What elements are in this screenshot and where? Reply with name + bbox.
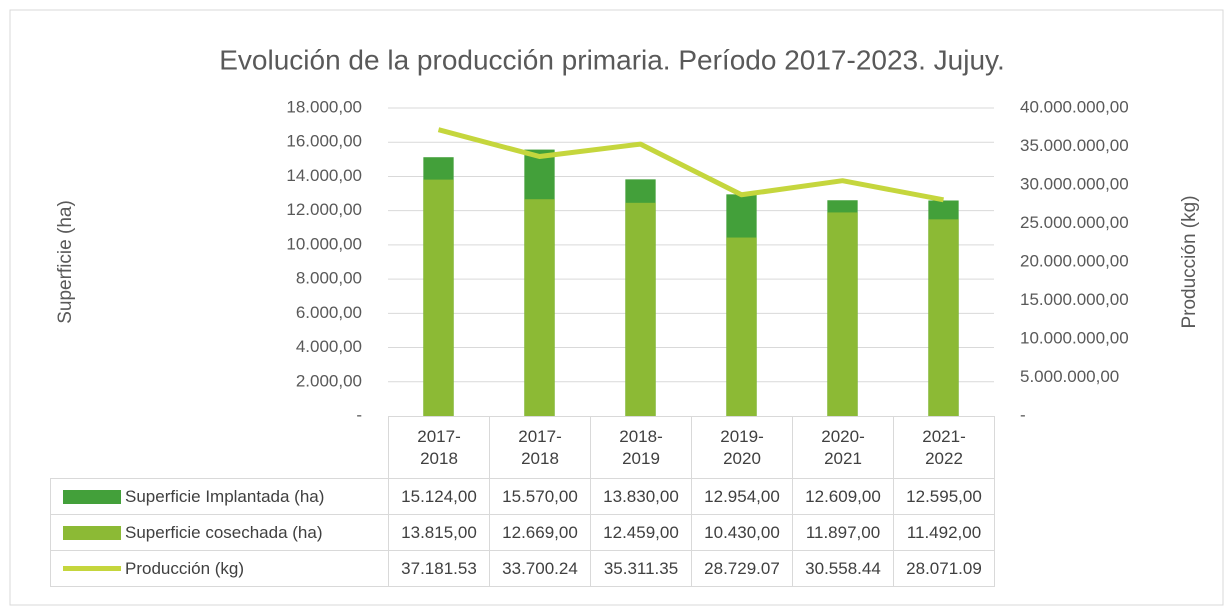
legend-cell: Producción (kg) (50, 550, 389, 587)
bar (625, 202, 656, 416)
data-label: 33.700.24 (489, 550, 591, 587)
data-label: 12.459,00 (590, 514, 692, 551)
bar (928, 219, 959, 416)
legend-key (63, 489, 121, 504)
data-label: 30.558.44 (792, 550, 894, 587)
x-tick-label: 2020-2021 (821, 426, 865, 468)
y2-tick-label: 20.000.000,00 (1020, 251, 1129, 270)
y2-tick-label: 15.000.000,00 (1020, 290, 1129, 309)
legend-label: Superficie Implantada (ha) (125, 486, 325, 506)
y2-tick-label: 30.000.000,00 (1020, 174, 1129, 193)
data-label: 11.897,00 (792, 514, 894, 551)
data-label: 13.830,00 (590, 478, 692, 515)
y2-tick-label: 25.000.000,00 (1020, 213, 1129, 232)
y-tick-label: 2.000,00 (296, 371, 362, 390)
data-label: 37.181.53 (388, 550, 490, 587)
y-tick-label: 18.000,00 (286, 97, 362, 116)
x-tick-label: 2019-2020 (720, 426, 764, 468)
y-tick-label: 6.000,00 (296, 303, 362, 322)
legend-cell: Superficie Implantada (ha) (50, 478, 389, 515)
category-cell: 2019-2020 (691, 416, 793, 479)
frame (9, 9, 1224, 606)
data-label: 35.311.35 (590, 550, 692, 587)
data-label: 12.595,00 (893, 478, 995, 515)
y2-tick-label: - (1020, 405, 1026, 424)
y-tick-label: 14.000,00 (286, 166, 362, 185)
legend-key (63, 525, 121, 540)
bar (827, 212, 858, 416)
y-tick-label: 16.000,00 (286, 132, 362, 151)
y-tick-label: 12.000,00 (286, 200, 362, 219)
legend-key (63, 566, 121, 571)
data-label: 15.570,00 (489, 478, 591, 515)
y-tick-label: 10.000,00 (286, 234, 362, 253)
y-axis-title: Superficie (ha) (55, 200, 76, 324)
category-cell: 2020-2021 (792, 416, 894, 479)
y2-tick-label: 5.000.000,00 (1020, 367, 1119, 386)
bar (726, 237, 757, 416)
x-tick-label: 2017-2018 (417, 426, 461, 468)
data-label: 13.815,00 (388, 514, 490, 551)
y2-axis-title: Producción (kg) (1179, 195, 1200, 328)
bar (423, 179, 454, 416)
x-tick-label: 2018-2019 (619, 426, 663, 468)
chart-title: Evolución de la producción primaria. Per… (219, 44, 1005, 75)
data-label: 11.492,00 (893, 514, 995, 551)
data-label: 12.954,00 (691, 478, 793, 515)
bar (524, 199, 555, 416)
y2-tick-label: 40.000.000,00 (1020, 97, 1129, 116)
legend-label: Superficie cosechada (ha) (125, 522, 323, 542)
y-tick-label: - (356, 405, 362, 424)
y2-tick-label: 35.000.000,00 (1020, 136, 1129, 155)
data-label: 28.071.09 (893, 550, 995, 587)
category-cell: 2018-2019 (590, 416, 692, 479)
data-label: 28.729.07 (691, 550, 793, 587)
x-tick-label: 2021-2022 (922, 426, 966, 468)
legend-cell: Superficie cosechada (ha) (50, 514, 389, 551)
legend-label: Producción (kg) (125, 558, 245, 578)
data-label: 15.124,00 (388, 478, 490, 515)
data-label: 12.669,00 (489, 514, 591, 551)
category-cell: 2017-2018 (388, 416, 490, 479)
y-tick-label: 8.000,00 (296, 269, 362, 288)
x-tick-label: 2017-2018 (518, 426, 562, 468)
y-tick-label: 4.000,00 (296, 337, 362, 356)
category-cell: 2021-2022 (893, 416, 995, 479)
data-label: 10.430,00 (691, 514, 793, 551)
line (437, 127, 944, 203)
category-cell: 2017-2018 (489, 416, 591, 479)
data-label: 12.609,00 (792, 478, 894, 515)
y2-tick-label: 10.000.000,00 (1020, 328, 1129, 347)
